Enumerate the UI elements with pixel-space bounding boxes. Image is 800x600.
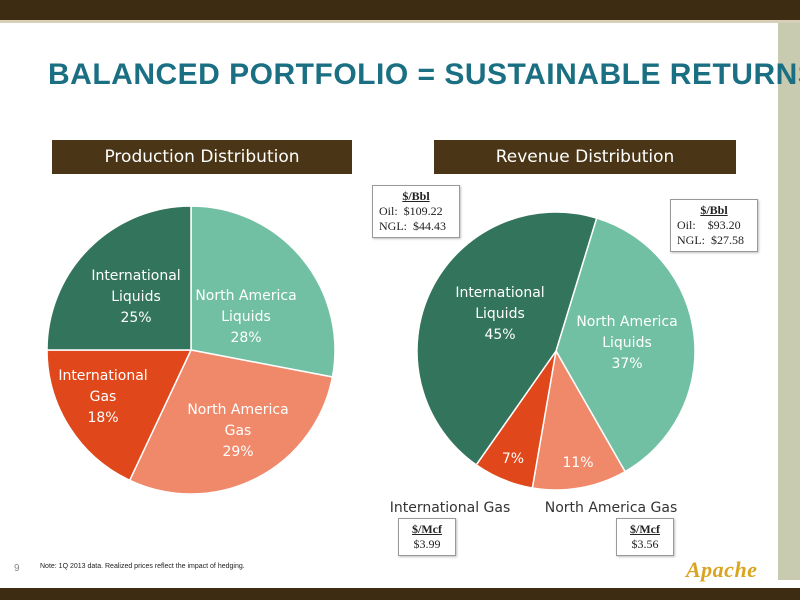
- slide-title: BALANCED PORTFOLIO = SUSTAINABLE RETURNS: [48, 58, 800, 91]
- slice-label-intl-liquids: International Liquids 25%: [91, 268, 180, 326]
- page-number: 9: [14, 563, 20, 574]
- callout-gas-price: $3.99: [413, 537, 441, 551]
- slice-label-na-gas: 11%: [562, 455, 593, 471]
- slice-label-na-liquids: North America Liquids 28%: [195, 288, 296, 346]
- intl-gas-outside-label: International Gas: [390, 500, 511, 516]
- callout-unit: $/Bbl: [402, 189, 430, 203]
- callout-unit: $/Mcf: [412, 522, 442, 536]
- na-liquids-price-callout: $/Bbl Oil: $93.20 NGL: $27.58: [670, 199, 758, 252]
- pie-slice-intl-liquids: [46, 205, 192, 351]
- pie-slice-na-gas: [531, 348, 627, 491]
- revenue-pie-chart: North America Liquids 37% 11% 7% Internationa…: [390, 211, 696, 516]
- slice-label-na-gas: North America Gas 29%: [187, 402, 288, 460]
- callout-unit: $/Mcf: [630, 522, 660, 536]
- pie-slice-na-liquids: [555, 217, 696, 473]
- callout-gas-price: $3.56: [631, 537, 659, 551]
- callout-ngl-price: NGL: $27.58: [677, 233, 744, 247]
- top-bar: [0, 0, 800, 20]
- pie-slice-na-gas: [128, 349, 334, 495]
- pie-slice-intl-gas: [46, 349, 193, 482]
- na-gas-price-callout: $/Mcf $3.56: [616, 518, 674, 556]
- pie-slice-intl-liquids: [416, 211, 598, 466]
- footnote: Note: 1Q 2013 data. Realized prices refl…: [40, 563, 245, 570]
- bottom-bar: [0, 588, 800, 600]
- callout-oil-price: Oil: $109.22: [379, 204, 443, 218]
- slice-label-na-liquids: North America Liquids 37%: [576, 314, 677, 372]
- apache-logo: Apache: [686, 557, 758, 582]
- callout-ngl-price: NGL: $44.43: [379, 219, 446, 233]
- intl-liquids-price-callout: $/Bbl Oil: $109.22 NGL: $44.43: [372, 185, 460, 238]
- intl-gas-price-callout: $/Mcf $3.99: [398, 518, 456, 556]
- pie-slice-na-liquids: [190, 205, 336, 378]
- slice-label-intl-liquids: International Liquids 45%: [455, 285, 544, 343]
- top-bar-edge: [0, 20, 800, 23]
- callout-oil-price: Oil: $93.20: [677, 218, 741, 232]
- production-pie-chart: North America Liquids 28% North America Gas 2…: [46, 205, 336, 495]
- na-gas-outside-label: North America Gas: [545, 500, 678, 516]
- slice-label-intl-gas: 7%: [502, 451, 524, 467]
- right-side-bar: [778, 23, 800, 580]
- revenue-header: Revenue Distribution: [434, 140, 736, 174]
- production-header: Production Distribution: [52, 140, 352, 174]
- callout-unit: $/Bbl: [700, 203, 728, 217]
- slice-label-intl-gas: International Gas 18%: [58, 368, 147, 426]
